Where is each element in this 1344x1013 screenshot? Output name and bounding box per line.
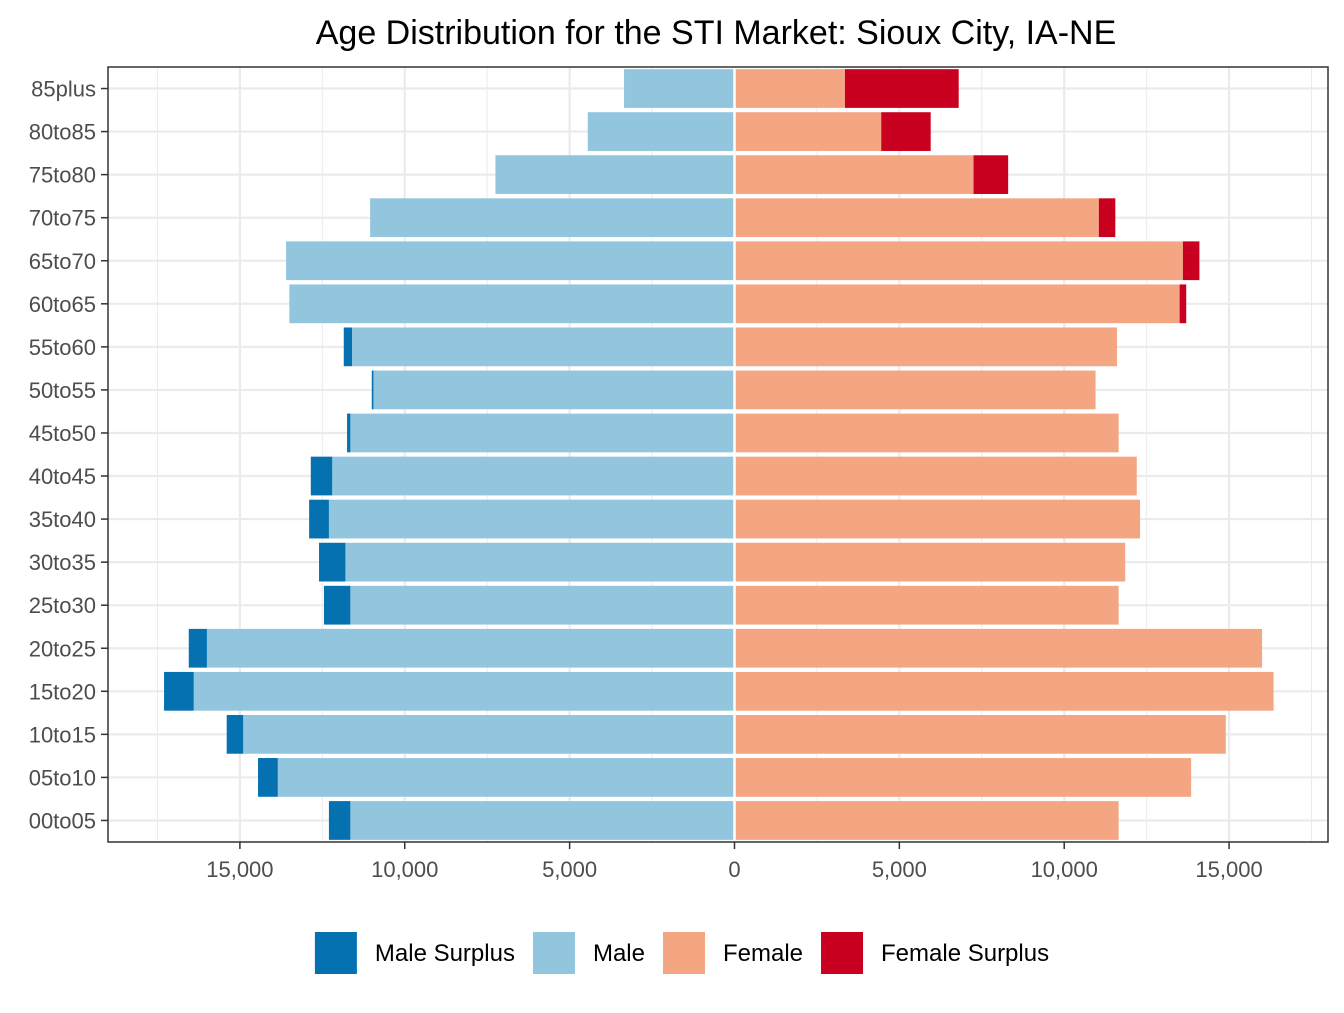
y-tick-label: 70to75 [29,206,96,231]
bar-male-surplus-45to50 [347,413,351,453]
y-tick-label: 35to40 [29,507,96,532]
bar-male-30to35 [345,542,735,582]
bar-female-surplus-80to85 [881,112,931,151]
legend-key-female [662,932,705,974]
y-tick-label: 50to55 [29,378,96,403]
legend-key-male-surplus [314,932,357,974]
y-tick-label: 75to80 [29,163,96,188]
bar-male-85plus [624,69,735,108]
x-tick-label: 0 [728,857,740,882]
plot-background [108,67,1328,842]
bar-male-15to20 [193,671,735,711]
bar-male-35to40 [328,499,735,539]
bar-male-80to85 [587,112,735,151]
bar-female-surplus-70to75 [1098,198,1116,238]
bar-female-75to80 [734,155,974,195]
legend: Male Surplus Male Female Female Surplus [314,932,1049,974]
y-tick-label: 60to65 [29,292,96,317]
bar-female-surplus-75to80 [973,155,1009,195]
y-tick-label: 45to50 [29,421,96,446]
bar-male-surplus-00to05 [328,801,351,840]
bar-male-surplus-50to55 [371,370,374,410]
x-tick-label: 15,000 [206,857,273,882]
legend-label-female: Female [723,940,803,967]
bar-female-60to65 [734,284,1180,324]
bars [164,67,1274,842]
legend-key-male [532,932,575,974]
bar-female-20to25 [734,628,1263,668]
x-tick-label: 15,000 [1195,857,1262,882]
bar-female-85plus [734,69,845,108]
bar-male-00to05 [350,801,735,840]
bar-male-10to15 [243,714,735,754]
y-tick-label: 40to45 [29,464,96,489]
bar-female-70to75 [734,198,1099,238]
bar-male-75to80 [495,155,735,195]
y-tick-label: 15to20 [29,679,96,704]
bar-male-surplus-35to40 [309,499,329,539]
axes: 15,000 10,000 5,000 0 5,000 10,000 15,000 00to0… [29,77,1263,882]
bar-male-05to10 [277,758,735,797]
chart-title: Age Distribution for the STI Market: Sio… [316,14,1117,52]
y-tick-label: 65to70 [29,249,96,274]
y-tick-label: 00to05 [29,808,96,833]
bar-male-surplus-05to10 [258,758,278,797]
bar-male-40to45 [332,456,735,496]
x-tick-label: 10,000 [1031,857,1098,882]
bar-female-15to20 [734,671,1274,711]
legend-label-female-surplus: Female Surplus [881,940,1049,967]
y-tick-label: 20to25 [29,636,96,661]
y-tick-label: 55to60 [29,335,96,360]
legend-key-female-surplus [821,932,864,974]
bar-female-surplus-60to65 [1179,284,1187,324]
bar-male-surplus-10to15 [226,714,244,754]
x-tick-label: 5,000 [872,857,927,882]
y-tick-label: 85plus [31,77,96,102]
y-tick-label: 10to15 [29,722,96,747]
bar-male-50to55 [373,370,735,410]
bar-female-35to40 [734,499,1141,539]
bar-female-30to35 [734,542,1126,582]
bar-female-45to50 [734,413,1119,453]
plot-border [107,66,1329,843]
bar-male-65to70 [286,241,735,281]
bar-female-65to70 [734,241,1183,281]
bar-male-45to50 [350,413,735,453]
bar-male-surplus-55to60 [343,327,352,367]
bar-male-60to65 [289,284,735,324]
bar-male-surplus-15to20 [164,671,194,711]
x-tick-label: 5,000 [542,857,597,882]
bar-female-10to15 [734,714,1226,754]
y-tick-label: 05to10 [29,765,96,790]
y-tick-label: 25to30 [29,593,96,618]
legend-label-male-surplus: Male Surplus [375,940,515,967]
bar-female-40to45 [734,456,1137,496]
legend-label-male: Male [593,940,645,967]
bar-male-surplus-40to45 [310,456,333,496]
y-tick-label: 80to85 [29,120,96,145]
bar-female-05to10 [734,758,1192,797]
y-tick-label: 30to35 [29,550,96,575]
bar-female-00to05 [734,801,1119,840]
bar-female-55to60 [734,327,1117,367]
bar-female-surplus-85plus [844,69,959,108]
x-tick-label: 10,000 [371,857,438,882]
bar-male-55to60 [352,327,735,367]
bar-male-20to25 [206,628,735,668]
bar-female-50to55 [734,370,1096,410]
bar-female-25to30 [734,585,1119,625]
bar-male-surplus-20to25 [188,628,207,668]
bar-male-25to30 [350,585,735,625]
bar-female-surplus-65to70 [1182,241,1200,281]
bar-female-80to85 [734,112,882,151]
bar-male-70to75 [370,198,735,238]
bar-male-surplus-30to35 [319,542,346,582]
bar-male-surplus-25to30 [323,585,351,625]
